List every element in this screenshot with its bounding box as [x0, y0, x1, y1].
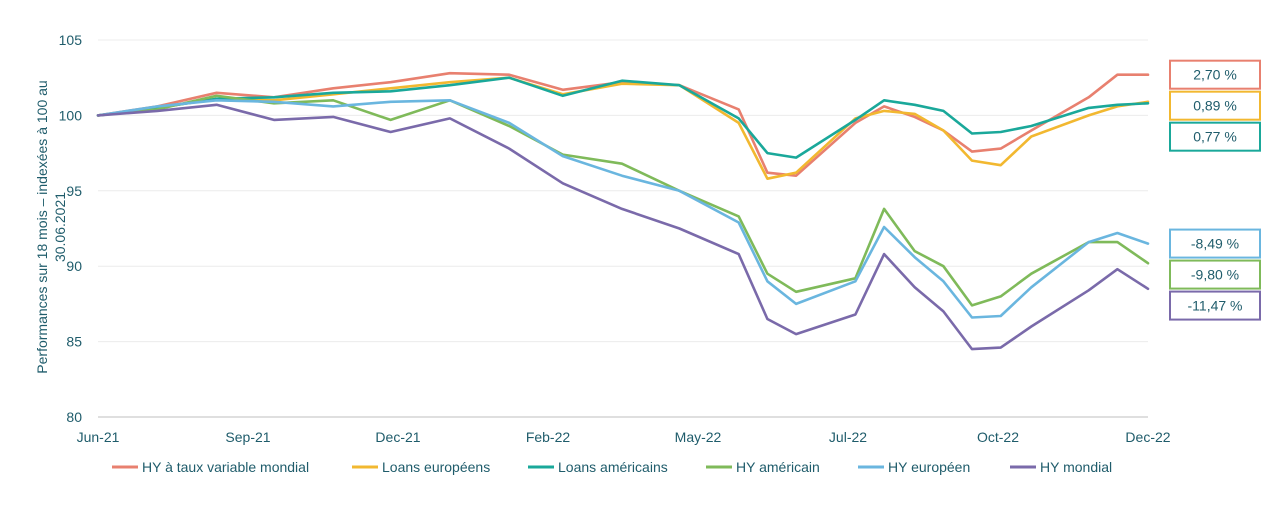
legend-label: HY européen — [888, 459, 970, 475]
end-label-text: 0,89 % — [1193, 98, 1237, 114]
end-label-box: -9,80 % — [1169, 259, 1261, 290]
series-line-4 — [96, 99, 1150, 319]
end-label-frame — [1169, 59, 1261, 90]
series-line-0 — [96, 71, 1150, 177]
x-axis-ticks: Jun-21 Sep-21 Dec-21 Feb-22 May-22 Jul-22 Oct-… — [77, 429, 1171, 445]
y-tick-label: 90 — [66, 258, 82, 274]
legend-item: Loans américains — [528, 459, 668, 475]
x-tick-label: Sep-21 — [225, 429, 270, 445]
legend-label: Loans américains — [558, 459, 668, 475]
end-label-text: -8,49 % — [1191, 236, 1239, 252]
y-tick-label: 80 — [66, 409, 82, 425]
end-label-frame — [1169, 259, 1261, 290]
legend-item: HY mondial — [1010, 459, 1112, 475]
end-value-labels: 2,70 % 0,89 % 0,77 % -8,49 % -9,80 % -11,47 % — [1169, 59, 1261, 321]
y-axis-ticks: 80 85 90 95 100 105 — [59, 32, 83, 425]
end-label-text: -9,80 % — [1191, 267, 1239, 283]
end-label-frame — [1169, 228, 1261, 259]
y-axis-label-line1: Performances sur 18 mois – indexées à 10… — [34, 80, 50, 373]
end-label-frame — [1169, 290, 1261, 321]
end-label-box: -8,49 % — [1169, 228, 1261, 259]
series-line-3 — [96, 94, 1150, 307]
legend-item: HY américain — [706, 459, 820, 475]
y-tick-label: 85 — [66, 334, 82, 350]
end-label-box: 2,70 % — [1169, 59, 1261, 90]
legend-item: HY européen — [858, 459, 970, 475]
series-line-5 — [96, 103, 1150, 351]
legend: HY à taux variable mondial Loans européen… — [112, 459, 1112, 475]
x-tick-label: May-22 — [675, 429, 722, 445]
end-label-frame — [1169, 121, 1261, 152]
legend-label: HY à taux variable mondial — [142, 459, 309, 475]
end-label-text: -11,47 % — [1188, 298, 1243, 314]
end-label-box: 0,77 % — [1169, 121, 1261, 152]
end-label-box: 0,89 % — [1169, 90, 1261, 121]
y-axis-label-line2: 30.06.2021 — [52, 192, 68, 262]
end-label-text: 0,77 % — [1193, 129, 1237, 145]
x-tick-label: Jul-22 — [829, 429, 867, 445]
x-tick-label: Jun-21 — [77, 429, 120, 445]
series-lines — [96, 71, 1150, 351]
legend-label: HY américain — [736, 459, 820, 475]
series-line-2 — [96, 76, 1150, 159]
x-tick-label: Oct-22 — [977, 429, 1019, 445]
series-line-1 — [96, 76, 1150, 180]
x-tick-label: Dec-22 — [1125, 429, 1170, 445]
end-label-frame — [1169, 90, 1261, 121]
legend-label: HY mondial — [1040, 459, 1112, 475]
legend-item: Loans européens — [352, 459, 490, 475]
end-label-text: 2,70 % — [1193, 67, 1237, 83]
y-tick-label: 95 — [66, 183, 82, 199]
y-tick-label: 105 — [59, 32, 83, 48]
x-tick-label: Dec-21 — [375, 429, 420, 445]
legend-label: Loans européens — [382, 459, 490, 475]
end-label-box: -11,47 % — [1169, 290, 1261, 321]
gridlines — [98, 39, 1148, 343]
legend-item: HY à taux variable mondial — [112, 459, 309, 475]
y-tick-label: 100 — [59, 107, 83, 123]
x-tick-label: Feb-22 — [526, 429, 571, 445]
